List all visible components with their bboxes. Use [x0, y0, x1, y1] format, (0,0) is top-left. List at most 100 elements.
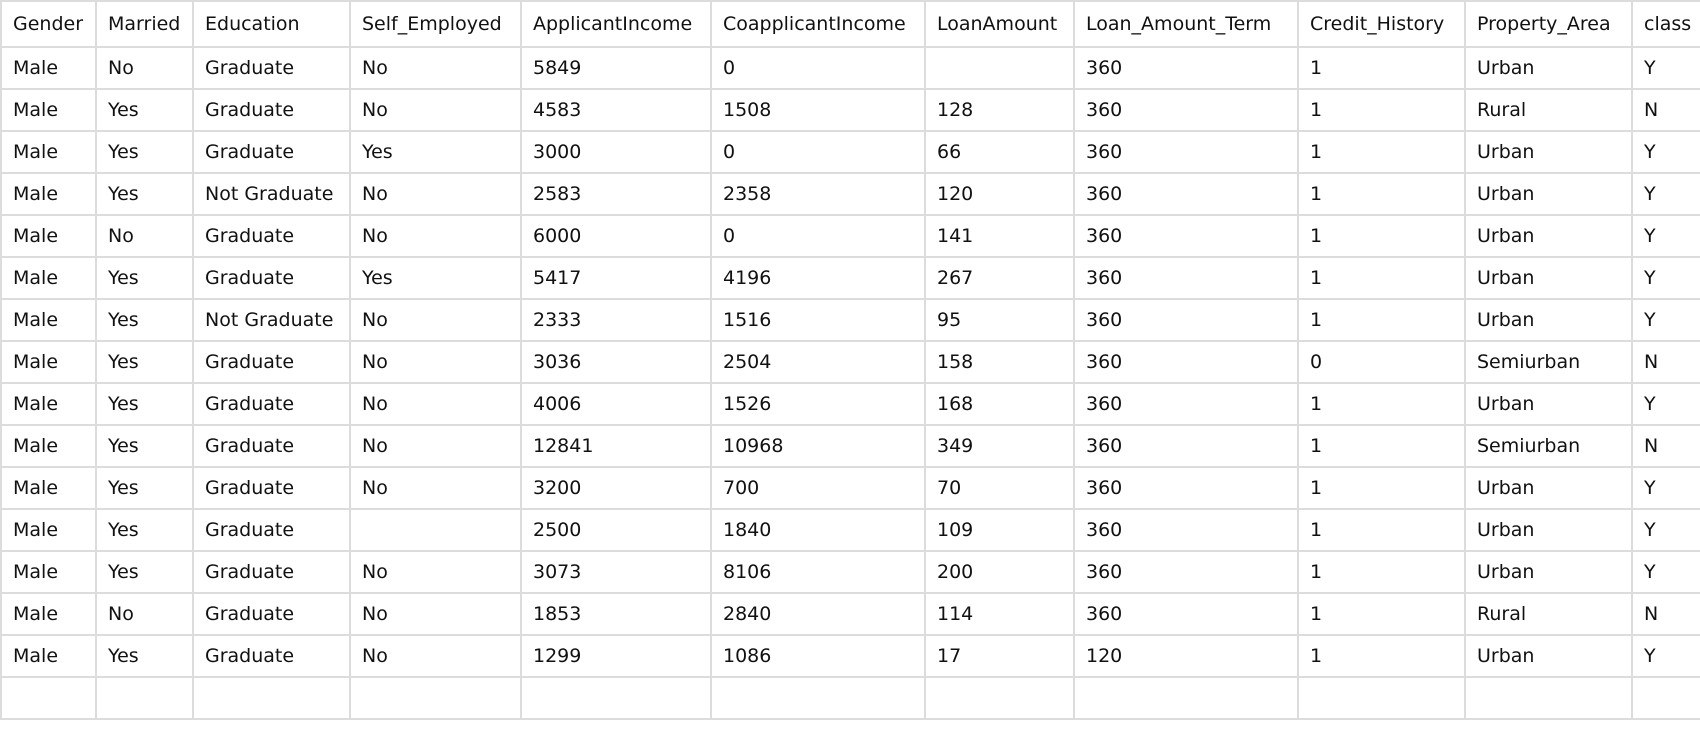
table-cell: No	[349, 592, 522, 636]
table-cell: No	[349, 340, 522, 384]
table-cell: Male	[0, 382, 97, 426]
table-cell: Yes	[95, 466, 194, 510]
table-cell: No	[349, 424, 522, 468]
table-cell: 200	[924, 550, 1075, 594]
table-cell: Urban	[1464, 298, 1633, 342]
table-cell: No	[349, 172, 522, 216]
table-cell: 360	[1073, 382, 1299, 426]
table-cell: Graduate	[192, 256, 351, 300]
table-cell: 141	[924, 214, 1075, 258]
table-cell: 700	[710, 466, 926, 510]
table-row: Male Yes Graduate No 4006 1526 168 360 1 Urban Y	[0, 382, 1700, 426]
table-cell: Graduate	[192, 88, 351, 132]
table-cell: Male	[0, 172, 97, 216]
table-cell: No	[349, 634, 522, 678]
table-cell: Yes	[95, 508, 194, 552]
table-cell: Yes	[95, 382, 194, 426]
column-header: Gender	[0, 0, 97, 48]
table-cell: 0	[710, 46, 926, 90]
table-cell: 1	[1297, 424, 1466, 468]
table-cell: 360	[1073, 46, 1299, 90]
table-cell: Yes	[95, 298, 194, 342]
table-cell: 158	[924, 340, 1075, 384]
table-row: Male Yes Graduate No 12841 10968 349 360 1 Semiur…	[0, 424, 1700, 468]
table-cell: 1	[1297, 592, 1466, 636]
table-cell: Y	[1631, 46, 1700, 90]
table-row: Male Yes Not Graduate No 2333 1516 95 360 1 Urban…	[0, 298, 1700, 342]
table-cell: Yes	[95, 424, 194, 468]
column-header: Property_Area	[1464, 0, 1633, 48]
table-row: Male Yes Graduate No 3200 700 70 360 1 Urban Y	[0, 466, 1700, 510]
table-cell: Graduate	[192, 508, 351, 552]
table-cell: 1	[1297, 46, 1466, 90]
column-header: CoapplicantIncome	[710, 0, 926, 48]
table-cell: 4006	[520, 382, 712, 426]
table-cell: Yes	[95, 256, 194, 300]
table-cell: No	[349, 382, 522, 426]
table-cell: Male	[0, 592, 97, 636]
table-cell: 3000	[520, 130, 712, 174]
table-cell	[0, 676, 97, 720]
table-cell: 3036	[520, 340, 712, 384]
table-row: Male Yes Not Graduate No 2583 2358 120 360 1 Urba…	[0, 172, 1700, 216]
table-cell: 0	[1297, 340, 1466, 384]
table-cell: 2358	[710, 172, 926, 216]
table-cell	[520, 676, 712, 720]
table-cell: Male	[0, 88, 97, 132]
table-cell: 360	[1073, 214, 1299, 258]
table-cell: Male	[0, 424, 97, 468]
table-cell: 1086	[710, 634, 926, 678]
table-cell: 267	[924, 256, 1075, 300]
table-cell: No	[95, 214, 194, 258]
table-cell	[710, 676, 926, 720]
table-cell: 5417	[520, 256, 712, 300]
table-cell	[192, 676, 351, 720]
table-row: Male Yes Graduate Yes 5417 4196 267 360 1 Urban Y	[0, 256, 1700, 300]
table-cell: Male	[0, 340, 97, 384]
column-header: Loan_Amount_Term	[1073, 0, 1299, 48]
table-cell: Y	[1631, 550, 1700, 594]
table-cell	[1631, 676, 1700, 720]
table-cell: 3200	[520, 466, 712, 510]
table-row: Male No Graduate No 1853 2840 114 360 1 Rural N	[0, 592, 1700, 636]
data-table: Gender Married Education Self_Employed Appli…	[0, 0, 1700, 720]
table-cell: Urban	[1464, 508, 1633, 552]
header-row: Gender Married Education Self_Employed Appli…	[0, 0, 1700, 48]
table-cell: 2583	[520, 172, 712, 216]
table-cell: 360	[1073, 256, 1299, 300]
table-cell	[1464, 676, 1633, 720]
table-cell: Y	[1631, 298, 1700, 342]
table-cell: Yes	[95, 340, 194, 384]
table-cell: No	[349, 88, 522, 132]
table-cell: 109	[924, 508, 1075, 552]
table-cell: 1526	[710, 382, 926, 426]
table-cell: Graduate	[192, 592, 351, 636]
table-row: Male No Graduate No 5849 0 360 1 Urban Y	[0, 46, 1700, 90]
table-cell: 1853	[520, 592, 712, 636]
table-cell: 114	[924, 592, 1075, 636]
table-cell: Not Graduate	[192, 172, 351, 216]
table-cell: 95	[924, 298, 1075, 342]
table-cell: Urban	[1464, 46, 1633, 90]
table-cell: 66	[924, 130, 1075, 174]
table-cell: No	[349, 214, 522, 258]
table-cell: Yes	[349, 256, 522, 300]
table-cell: Semiurban	[1464, 340, 1633, 384]
table-cell: Urban	[1464, 256, 1633, 300]
table-cell: Urban	[1464, 172, 1633, 216]
table-cell: N	[1631, 424, 1700, 468]
table-row: Male Yes Graduate Yes 3000 0 66 360 1 Urban Y	[0, 130, 1700, 174]
table-cell: 10968	[710, 424, 926, 468]
table-cell: 360	[1073, 88, 1299, 132]
table-row: Male Yes Graduate No 3073 8106 200 360 1 Urban Y	[0, 550, 1700, 594]
table-cell: 5849	[520, 46, 712, 90]
table-cell: Yes	[95, 550, 194, 594]
table-cell: Male	[0, 46, 97, 90]
table-cell: 1508	[710, 88, 926, 132]
table-cell: No	[95, 592, 194, 636]
column-header: Education	[192, 0, 351, 48]
table-cell: 360	[1073, 130, 1299, 174]
table-cell: Graduate	[192, 46, 351, 90]
table-cell: Rural	[1464, 88, 1633, 132]
table-cell: 2840	[710, 592, 926, 636]
